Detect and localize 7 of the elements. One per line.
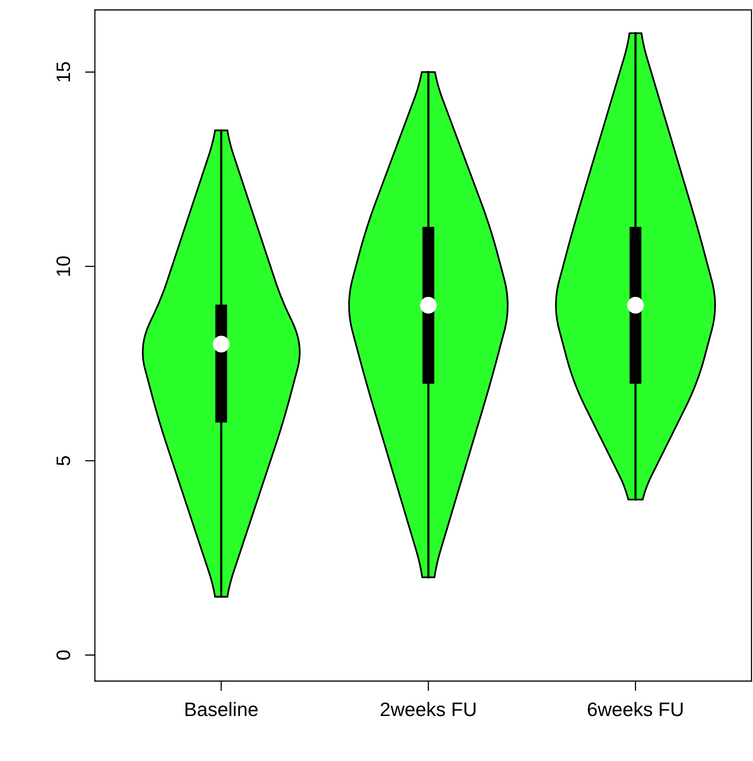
y-tick-label: 5 [56,456,70,466]
y-tick-label: 10 [56,256,70,276]
x-tick-label: 2weeks FU [380,702,476,716]
y-tick-label: 0 [56,650,70,660]
x-tick-label: 6weeks FU [588,702,683,716]
y-tick-label: 15 [56,62,70,82]
x-tick-label: Baseline [186,702,258,716]
